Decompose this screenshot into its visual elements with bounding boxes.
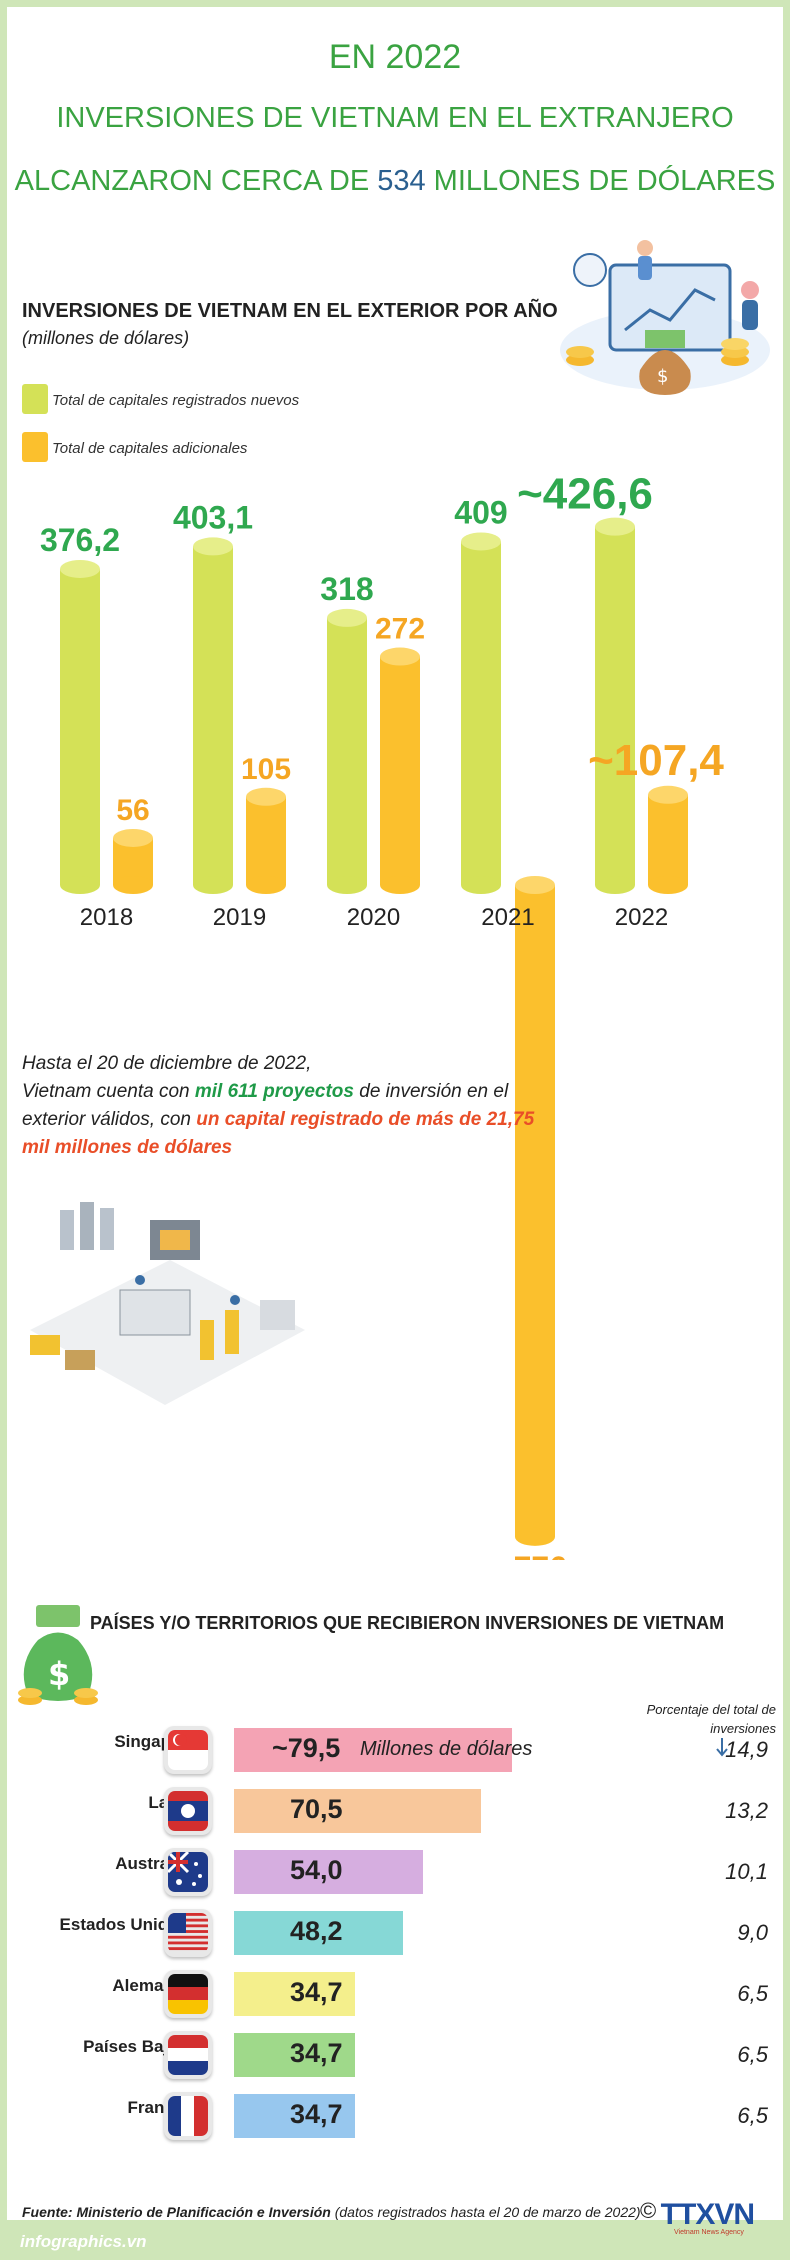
country-value-Francia: 34,7 — [290, 2099, 343, 2129]
value-label-new-2021: 409 — [454, 494, 507, 530]
country-value-Países Bajos: 34,7 — [290, 2038, 343, 2068]
country-value-Alemania: 34,7 — [290, 1977, 343, 2007]
unit-label: Millones de dólares — [360, 1738, 533, 1760]
legend-label-new: Total de capitales registrados nuevos — [52, 392, 300, 409]
country-percent-Francia: 6,5 — [737, 2103, 768, 2128]
annual-investment-chart: 376,2 403,1 318 409 ~426,6 56 105 272 -776 ~107,4… — [40, 470, 724, 1560]
country-percent-Australia: 10,1 — [725, 1859, 768, 1884]
bar-new-2020 — [327, 608, 367, 894]
country-percent-Países Bajos: 6,5 — [737, 2042, 768, 2067]
header-line2: INVERSIONES DE VIETNAM EN EL EXTRANJERO — [56, 102, 734, 134]
value-label-additional-2019: 105 — [241, 753, 291, 786]
ttxvn-logo: © TTXVN Vietnam News Agency — [640, 2198, 755, 2236]
country-value-Laos: 70,5 — [290, 1794, 343, 1824]
country-percent-Laos: 13,2 — [725, 1798, 768, 1823]
bar-additional-2021 — [515, 876, 555, 1546]
year-label-2019: 2019 — [213, 904, 266, 931]
usa-flag-icon — [164, 1909, 212, 1957]
country-percent-Alemania: 6,5 — [737, 1981, 768, 2006]
svg-text:$: $ — [48, 1655, 70, 1693]
country-value-Australia: 54,0 — [290, 1855, 343, 1885]
value-label-new-2019: 403,1 — [173, 499, 253, 535]
value-label-new-2020: 318 — [320, 571, 373, 607]
value-label-new-2018: 376,2 — [40, 522, 120, 558]
country-value-Singapur: ~79,5 — [272, 1733, 341, 1763]
svg-text:$: $ — [657, 366, 668, 387]
country-bar-Singapur — [234, 1728, 513, 1772]
bar-additional-2018 — [113, 828, 153, 894]
site-name: infographics.vn — [20, 2232, 147, 2251]
value-label-additional-2021: -776 — [503, 1550, 567, 1560]
projects-note: Hasta el 20 de diciembre de 2022, Vietna… — [22, 1053, 535, 1158]
bar-new-2018 — [60, 559, 100, 894]
value-label-new-2022: ~426,6 — [517, 470, 653, 519]
header-line3: ALCANZARON CERCA DE 534 MILLONES DE DÓLA… — [14, 165, 776, 197]
france-flag-icon — [164, 2092, 212, 2140]
legend-swatch-new — [22, 384, 48, 414]
chart1-subtitle: (millones de dólares) — [22, 328, 190, 348]
header-amount: 534 — [377, 165, 426, 197]
germany-flag-icon — [164, 1970, 212, 2018]
money-bag-icon: $ — [18, 1605, 98, 1705]
country-value-Estados Unidos: 48,2 — [290, 1916, 343, 1946]
country-label-Alemania: Alemania — [112, 1976, 188, 1995]
bar-new-2022 — [595, 517, 635, 894]
percent-header: Porcentaje del total de inversiones — [646, 1702, 776, 1736]
chart2-title: PAÍSES Y/O TERRITORIOS QUE RECIBIERON IN… — [90, 1613, 725, 1633]
netherlands-flag-icon — [164, 2031, 212, 2079]
country-bar-Laos — [234, 1789, 481, 1833]
source-note: Fuente: Ministerio de Planificación e In… — [22, 2204, 641, 2220]
bar-new-2019 — [193, 537, 233, 894]
country-label-Laos: Laos — [0, 1793, 188, 1813]
header-year: EN 2022 — [328, 38, 462, 76]
country-percent-Estados Unidos: 9,0 — [737, 1920, 768, 1945]
projects-count: mil 611 proyectos — [194, 1081, 354, 1102]
year-label-2018: 2018 — [80, 904, 133, 931]
bar-additional-2020 — [380, 647, 420, 894]
registered-capital: un capital registrado de más de 21,75 mi… — [22, 1109, 535, 1158]
country-percent-Singapur: 14,9 — [725, 1737, 768, 1762]
country-bar-Alemania — [234, 1972, 356, 2016]
singapore-flag-icon — [164, 1726, 212, 1774]
bar-additional-2022 — [648, 785, 688, 894]
year-label-2022: 2022 — [615, 904, 668, 931]
value-label-additional-2020: 272 — [375, 613, 425, 646]
investment-illustration-icon: $ — [560, 240, 770, 395]
factory-illustration-icon — [30, 1202, 305, 1405]
value-label-additional-2022: ~107,4 — [588, 736, 724, 785]
country-bar-Australia — [234, 1850, 423, 1894]
legend-swatch-additional — [22, 432, 48, 462]
legend-label-additional: Total de capitales adicionales — [52, 440, 248, 457]
arrow-down-icon — [716, 1738, 728, 1757]
country-bar-Estados Unidos — [234, 1911, 403, 1955]
country-label-Francia: Francia — [127, 2098, 188, 2117]
laos-flag-icon — [164, 1787, 212, 1835]
country-label-Australia: Australia — [115, 1854, 188, 1873]
australia-flag-icon — [164, 1848, 212, 1896]
bar-new-2021 — [461, 532, 501, 894]
country-bar-Países Bajos — [234, 2033, 356, 2077]
country-label-Países Bajos: Países Bajos — [83, 2037, 188, 2056]
country-label-Estados Unidos: Estados Unidos — [59, 1915, 188, 1934]
year-label-2020: 2020 — [347, 904, 400, 931]
chart1-title: INVERSIONES DE VIETNAM EN EL EXTERIOR PO… — [22, 300, 558, 322]
year-label-2021: 2021 — [481, 904, 534, 931]
country-bar-Francia — [234, 2094, 356, 2138]
country-label-Singapur: Singapur — [114, 1732, 188, 1751]
value-label-additional-2018: 56 — [116, 794, 149, 827]
bar-additional-2019 — [246, 787, 286, 894]
